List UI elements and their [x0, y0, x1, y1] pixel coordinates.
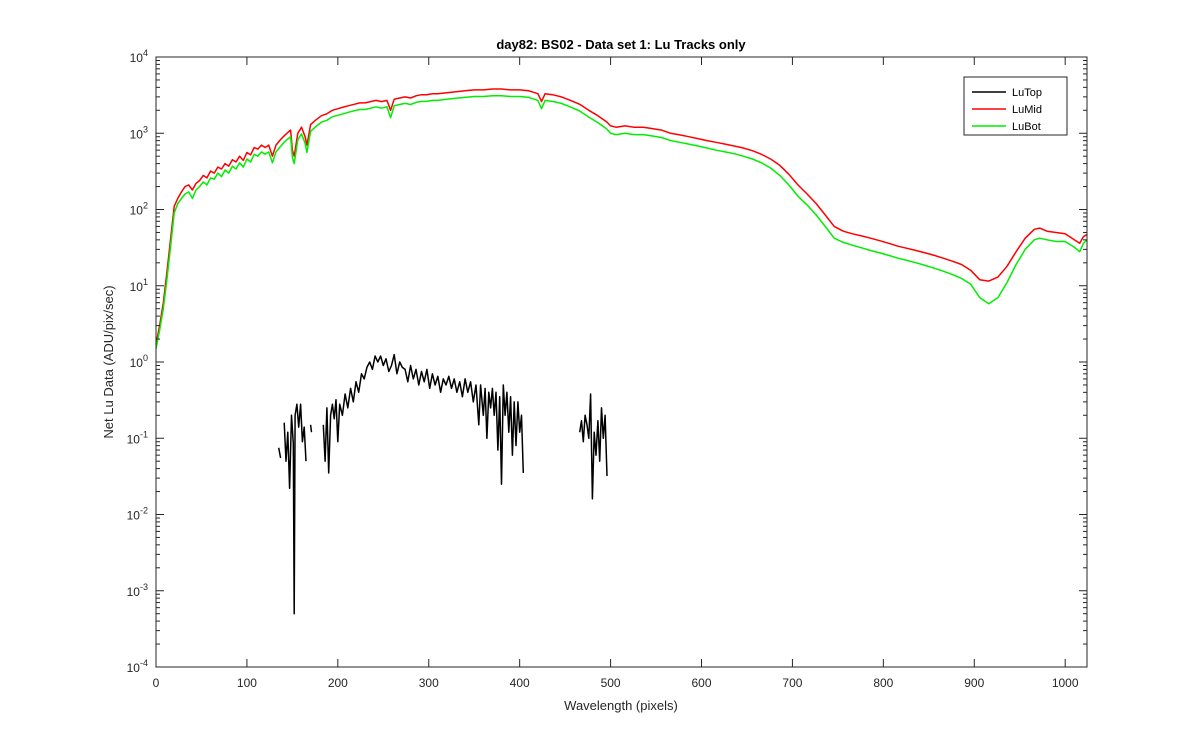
y-tick-label: 103 — [130, 124, 148, 141]
y-tick-label: 100 — [130, 353, 148, 370]
y-axis: 10-4 10-3 10-2 10-1 100 101 102 103 104 — [127, 48, 1087, 675]
x-tick-label: 0 — [153, 676, 160, 690]
x-tick-label: 200 — [328, 676, 348, 690]
x-tick-label: 100 — [237, 676, 257, 690]
x-tick-label: 800 — [873, 676, 893, 690]
x-tick-label: 900 — [964, 676, 984, 690]
y-tick-label: 104 — [130, 48, 148, 65]
x-tick-label: 300 — [419, 676, 439, 690]
x-tick-label: 400 — [510, 676, 530, 690]
series-layer — [155, 88, 1088, 615]
x-axis: 0 100 200 300 400 500 600 700 800 900 1000 — [153, 57, 1079, 690]
y-tick-label: 102 — [130, 201, 148, 218]
series-line-lutop — [277, 353, 608, 615]
y-tick-label: 10-1 — [127, 429, 148, 446]
series-line-lubot — [155, 95, 1088, 349]
x-tick-label: 600 — [691, 676, 711, 690]
y-tick-label: 10-3 — [127, 582, 148, 599]
legend-label-lubot: LuBot — [1012, 121, 1041, 133]
legend-label-lumid: LuMid — [1012, 104, 1042, 116]
y-axis-label: Net Lu Data (ADU/pix/sec) — [101, 285, 116, 438]
x-tick-label: 500 — [601, 676, 621, 690]
chart-title: day82: BS02 - Data set 1: Lu Tracks only — [496, 37, 746, 52]
series-line-lumid — [155, 88, 1088, 345]
legend-label-lutop: LuTop — [1012, 87, 1042, 99]
plot-area — [156, 57, 1087, 667]
legend-box — [963, 76, 1068, 136]
x-axis-label: Wavelength (pixels) — [564, 698, 678, 713]
legend: LuTop LuMid LuBot — [963, 76, 1068, 136]
y-tick-label: 10-4 — [127, 658, 148, 675]
y-tick-label: 101 — [130, 277, 148, 294]
x-tick-label: 1000 — [1052, 676, 1079, 690]
x-tick-label: 700 — [782, 676, 802, 690]
y-tick-label: 10-2 — [127, 506, 148, 523]
